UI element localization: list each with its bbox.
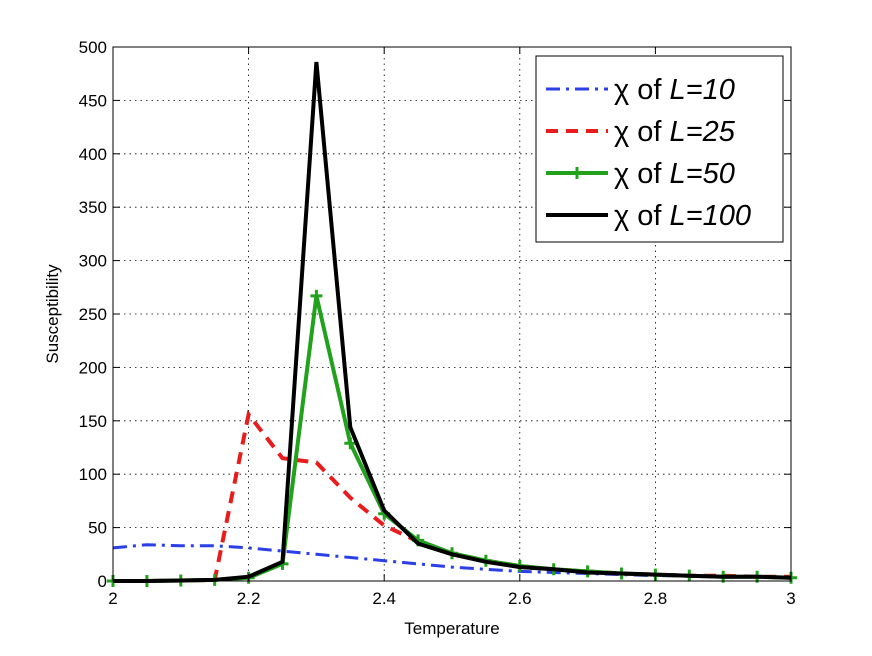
x-tick-label: 2.6 [508,589,532,608]
series-l-50 [107,289,797,587]
series-l-10 [112,543,792,580]
legend: χ of L=10 χ of L=25 χ of L=50 χ of L=100 [535,55,784,243]
y-tick-label: 300 [79,252,107,271]
legend-label: χ of L=50 [614,158,735,190]
x-tick-label: 2 [108,589,117,608]
x-tick-label: 3 [786,589,795,608]
data-point-marker [344,437,357,450]
y-axis-title: Susceptibility [43,264,62,364]
x-tick-label: 2.2 [237,589,261,608]
y-tick-label: 500 [79,38,107,57]
legend-label: χ of L=100 [614,200,751,232]
tick-layer: 2 2.2 2.4 2.6 2.8 3 0 50 100 150 200 250 300 350 400 45… [79,38,796,608]
series-l-100 [113,61,792,583]
y-tick-label: 450 [79,91,107,110]
y-tick-label: 100 [79,465,107,484]
y-tick-label: 350 [79,198,107,217]
y-tick-label: 0 [98,572,107,591]
legend-label: χ of L=10 [614,74,735,106]
legend-box [535,55,784,243]
y-tick-label: 400 [79,145,107,164]
series-line [112,543,792,580]
series-line [113,61,792,583]
y-tick-label: 50 [88,519,107,538]
y-tick-label: 150 [79,412,107,431]
series-line [113,295,792,583]
x-tick-label: 2.8 [644,589,668,608]
x-axis-title: Temperature [404,619,499,638]
y-tick-label: 250 [79,305,107,324]
x-tick-label: 2.4 [372,589,396,608]
data-point-marker [310,289,323,302]
legend-marker [571,167,583,179]
legend-label: χ of L=25 [614,116,736,148]
y-tick-label: 200 [79,358,107,377]
